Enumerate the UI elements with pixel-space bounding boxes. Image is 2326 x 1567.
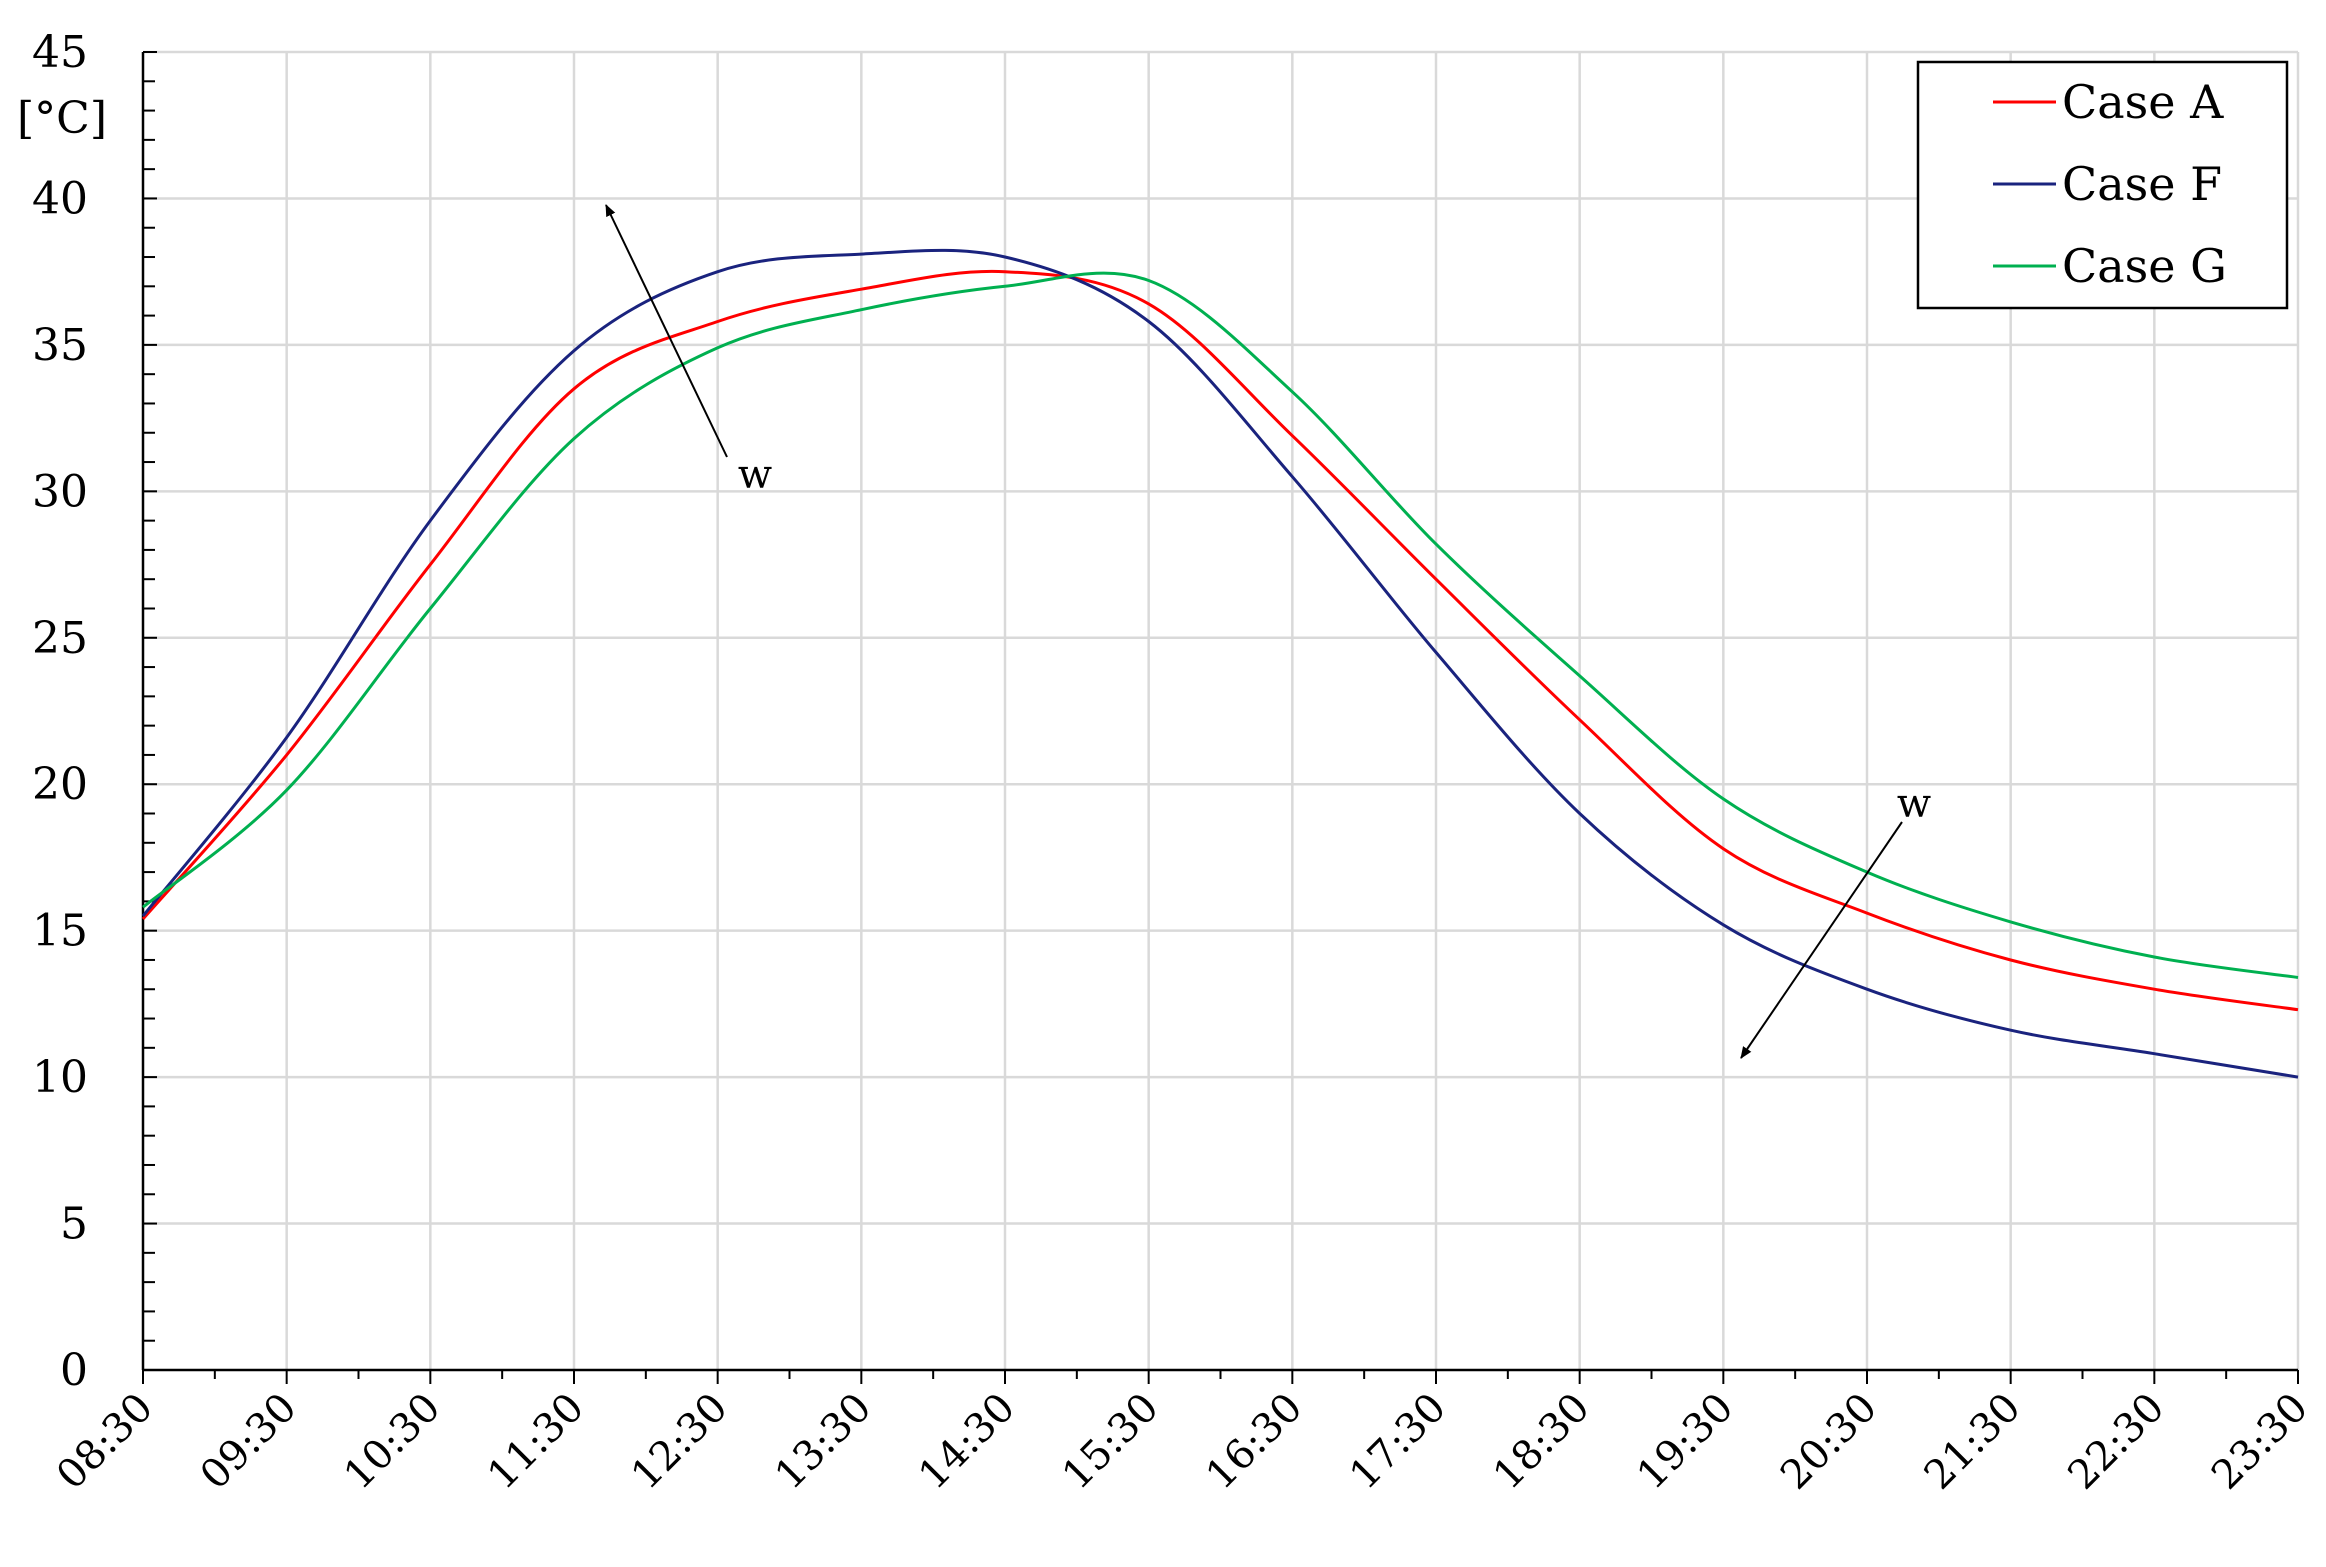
series-lines [141, 248, 2299, 1079]
x-tick-label: 17:30 [1341, 1385, 1455, 1499]
y-tick-label: 30 [32, 466, 88, 517]
y-tick-label: 15 [32, 906, 88, 957]
x-tick-label: 11:30 [479, 1385, 593, 1499]
x-tick-label: 19:30 [1628, 1385, 1742, 1499]
x-tick-label: 12:30 [623, 1385, 737, 1499]
series-line-case-f [141, 248, 2299, 1079]
legend-entry: Case F [2062, 157, 2222, 211]
legend: Case A Case F Case G [1916, 60, 2289, 310]
y-tick-labels: 0 5 10 15 20 25 30 35 40 45 [32, 27, 88, 1396]
grid-lines [143, 50, 2300, 1370]
x-tick-label: 13:30 [766, 1385, 880, 1499]
x-tick-label: 20:30 [1772, 1385, 1886, 1499]
y-tick-label: 35 [32, 320, 88, 371]
annotations: ww [605, 204, 1931, 1059]
y-tick-label: 25 [32, 613, 88, 664]
x-tick-label: 22:30 [2059, 1385, 2173, 1499]
x-tick-label: 10:30 [335, 1385, 449, 1499]
y-tick-label: 45 [32, 27, 88, 78]
x-tick-label: 16:30 [1197, 1385, 1311, 1499]
annotation-label: w [738, 452, 772, 498]
series-line-case-g [142, 271, 2299, 979]
y-axis-label: [°C] [17, 93, 107, 144]
series-line-case-a [141, 269, 2299, 1012]
y-tick-label: 40 [32, 173, 88, 224]
legend-box [1916, 60, 2289, 310]
y-tick-label: 0 [60, 1345, 88, 1396]
legend-entry: Case A [2062, 75, 2224, 129]
x-tick-label: 18:30 [1485, 1385, 1599, 1499]
x-tick-label: 21:30 [1916, 1385, 2030, 1499]
y-tick-label: 20 [32, 759, 88, 810]
y-tick-label: 5 [60, 1199, 88, 1250]
legend-entry: Case G [2062, 239, 2227, 293]
x-tick-label: 14:30 [910, 1385, 1024, 1499]
x-tick-label: 09:30 [192, 1385, 306, 1499]
x-tick-label: 23:30 [2203, 1385, 2317, 1499]
x-tick-label: 08:30 [48, 1385, 162, 1499]
annotation-arrow-up [605, 204, 728, 458]
x-tick-labels: 08:30 09:30 10:30 11:30 12:30 13:30 14:30 15:30… [48, 1385, 2317, 1499]
annotation-arrow-down [1740, 821, 1903, 1059]
y-tick-label: 10 [32, 1052, 88, 1103]
annotation-label: w [1897, 781, 1931, 827]
x-tick-label: 15:30 [1054, 1385, 1168, 1499]
axes [141, 51, 2299, 1384]
